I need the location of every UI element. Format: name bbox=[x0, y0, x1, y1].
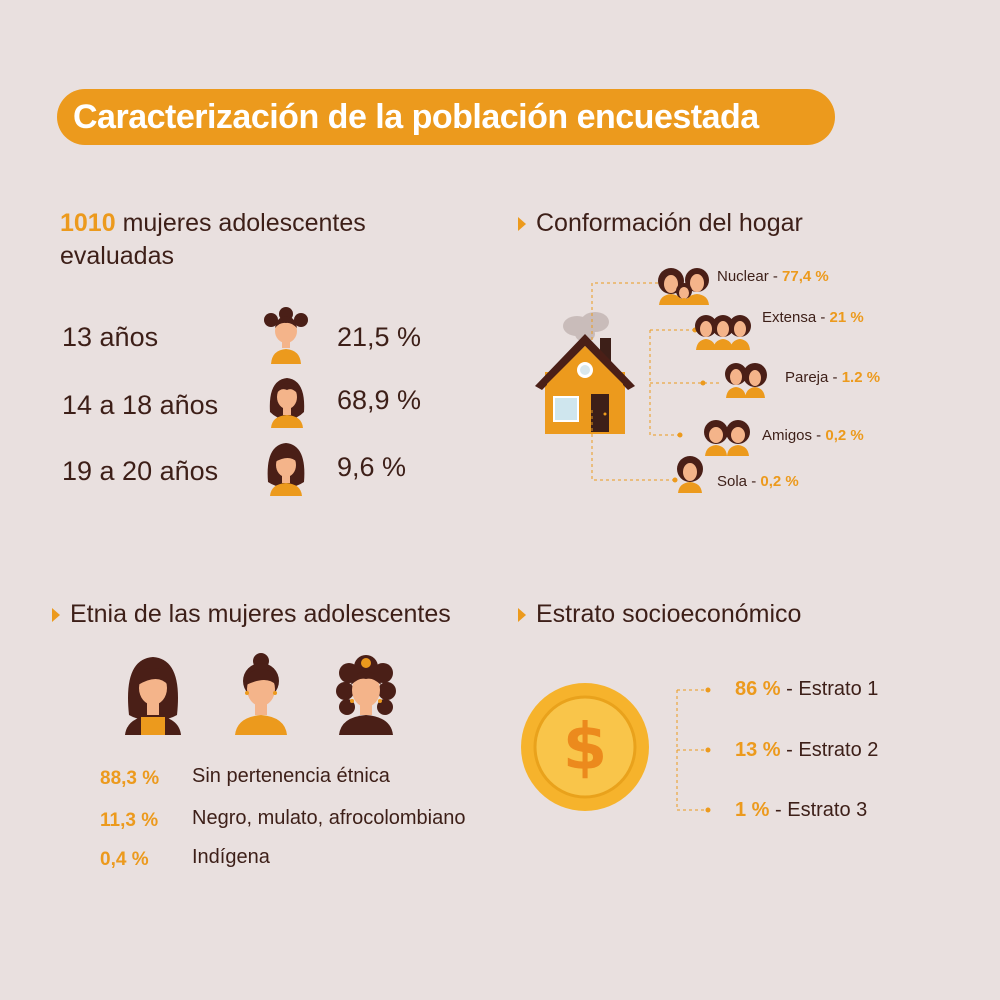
household-label: Sola - bbox=[717, 473, 761, 490]
ethnicity-heading-text: Etnia de las mujeres adolescentes bbox=[70, 600, 451, 628]
family-icon bbox=[658, 268, 709, 305]
respondents-count: 1010 mujeres adolescentes evaluadas bbox=[60, 207, 420, 273]
household-heading-text: Conformación del hogar bbox=[536, 209, 803, 237]
household-item-amigos: Amigos - 0,2 % bbox=[762, 427, 864, 444]
respondents-number: 1010 bbox=[60, 209, 116, 237]
household-heading: Conformación del hogar bbox=[518, 209, 803, 238]
household-item-sola: Sola - 0,2 % bbox=[717, 473, 799, 490]
svg-text:$: $ bbox=[563, 711, 608, 785]
extended-family-icon bbox=[695, 315, 751, 350]
stratum-item-2: 13 % - Estrato 2 bbox=[735, 739, 878, 762]
age-label: 14 a 18 años bbox=[62, 390, 219, 420]
household-label: Amigos - bbox=[762, 427, 826, 444]
ethnicity-value: 88,3 % bbox=[100, 768, 160, 789]
stratum-label: - Estrato 3 bbox=[769, 799, 868, 821]
household-label: Pareja - bbox=[785, 369, 842, 386]
single-woman-icon bbox=[677, 456, 703, 493]
bullet-triangle-icon bbox=[518, 216, 526, 231]
stratum-label: - Estrato 1 bbox=[780, 678, 879, 700]
couple-icon bbox=[725, 363, 767, 398]
girl-long-hair-icon bbox=[269, 378, 305, 428]
coin-dollar-icon: $ bbox=[521, 683, 649, 811]
stratum-heading: Estrato socioeconómico bbox=[518, 600, 801, 629]
age-value: 21,5 % bbox=[337, 322, 422, 352]
age-value: 9,6 % bbox=[337, 452, 407, 482]
ethnicity-label: Indígena bbox=[192, 846, 270, 868]
woman-no-ethnicity-icon bbox=[125, 657, 181, 735]
stratum-label: - Estrato 2 bbox=[780, 739, 879, 761]
ethnicity-value: 11,3 % bbox=[100, 810, 159, 831]
stratum-value: 1 % bbox=[735, 799, 770, 821]
stratum-heading-text: Estrato socioeconómico bbox=[536, 600, 802, 628]
household-value: 21 % bbox=[829, 309, 864, 326]
bullet-triangle-icon bbox=[518, 607, 526, 622]
title-banner: Caracterización de la población encuesta… bbox=[57, 89, 835, 145]
woman-afro-ponytail-icon bbox=[235, 653, 287, 735]
ethnicity-value: 0,4 % bbox=[100, 849, 149, 870]
household-label: Extensa - bbox=[762, 309, 830, 326]
page-title: Caracterización de la población encuesta… bbox=[73, 97, 759, 136]
respondents-text: mujeres adolescentes evaluadas bbox=[60, 209, 366, 270]
household-value: 77,4 % bbox=[782, 268, 829, 285]
age-label: 19 a 20 años bbox=[62, 456, 219, 486]
stratum-connector-lines bbox=[676, 687, 711, 813]
household-value: 0,2 % bbox=[760, 473, 799, 490]
house-icon bbox=[535, 312, 635, 434]
household-item-pareja: Pareja - 1.2 % bbox=[785, 369, 880, 386]
household-item-extensa: Extensa - 21 % bbox=[762, 309, 864, 326]
woman-icon bbox=[267, 443, 305, 496]
woman-indigenous-icon bbox=[336, 655, 396, 735]
friends-icon bbox=[704, 420, 750, 456]
age-value: 68,9 % bbox=[337, 385, 422, 415]
stratum-item-3: 1 % - Estrato 3 bbox=[735, 799, 867, 822]
ethnicity-label: Sin pertenencia étnica bbox=[192, 765, 390, 787]
household-item-nuclear: Nuclear - 77,4 % bbox=[717, 268, 829, 285]
ethnicity-heading: Etnia de las mujeres adolescentes bbox=[52, 600, 451, 629]
stratum-item-1: 86 % - Estrato 1 bbox=[735, 678, 878, 701]
household-label: Nuclear - bbox=[717, 268, 783, 285]
stratum-value: 86 % bbox=[735, 678, 781, 700]
household-value: 1.2 % bbox=[841, 369, 881, 386]
bullet-triangle-icon bbox=[52, 607, 60, 622]
stratum-value: 13 % bbox=[735, 739, 781, 761]
ethnicity-label: Negro, mulato, afrocolombiano bbox=[192, 807, 466, 829]
girl-pigtails-icon bbox=[264, 307, 308, 364]
household-value: 0,2 % bbox=[825, 427, 864, 444]
age-label: 13 años bbox=[62, 322, 159, 352]
